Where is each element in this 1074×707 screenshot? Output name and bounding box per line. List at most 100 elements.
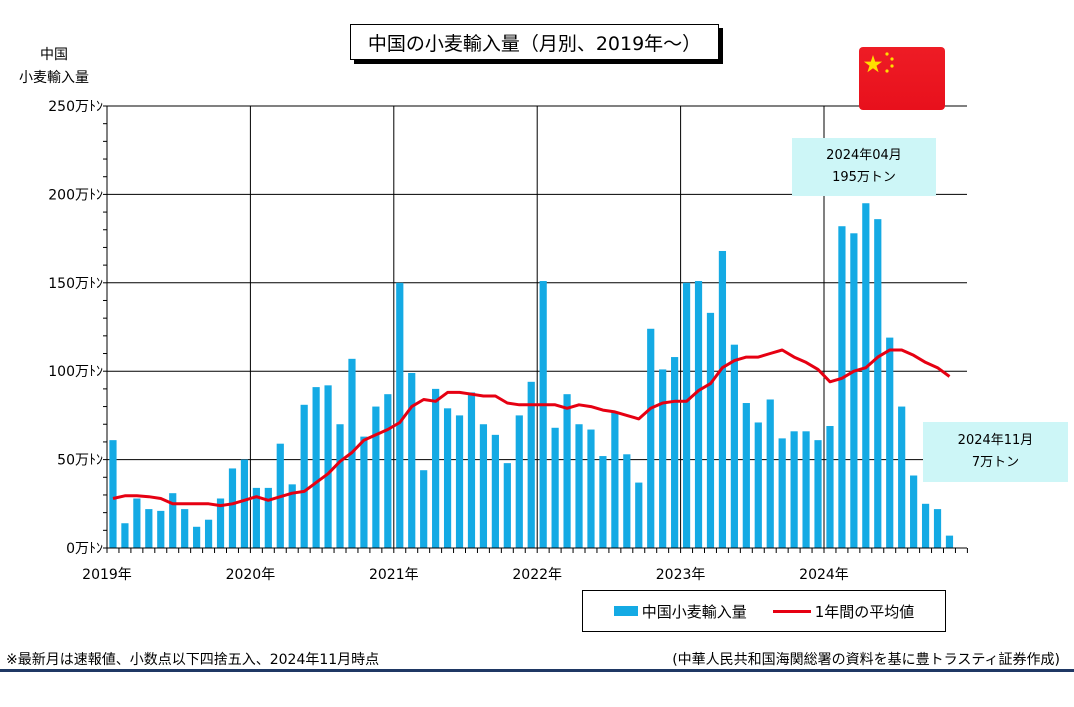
bar — [264, 487, 272, 548]
bar — [587, 429, 595, 548]
bar — [527, 381, 535, 548]
peak-callout: 2024年04月 195万トン — [792, 138, 936, 196]
bar — [360, 436, 368, 548]
bar — [204, 519, 213, 548]
legend-bar-swatch — [613, 606, 638, 616]
bar — [671, 357, 679, 548]
y-tick-label: 100万ﾄﾝ — [48, 364, 103, 380]
bar — [850, 233, 858, 548]
bar — [503, 463, 511, 548]
china-flag-icon — [859, 47, 945, 110]
bar — [133, 498, 141, 548]
bar — [216, 498, 225, 548]
bar — [396, 282, 404, 548]
bar — [754, 422, 762, 548]
bar — [432, 388, 440, 548]
chart-title: 中国の小麦輸入量（月別、2019年～） — [350, 24, 719, 60]
bar — [659, 369, 667, 548]
bar — [384, 394, 392, 548]
bar — [886, 337, 894, 548]
bar — [312, 387, 320, 548]
bar — [300, 404, 308, 548]
latest-callout-value: 7万トン — [971, 455, 1020, 470]
bar — [910, 475, 918, 548]
bar — [623, 454, 631, 548]
peak-callout-value: 195万トン — [832, 170, 896, 185]
x-tick-label: 2022年 — [512, 567, 562, 583]
bar — [372, 406, 380, 548]
bar — [252, 487, 260, 548]
bar — [599, 456, 607, 548]
bar — [324, 385, 332, 548]
y-tick-label: 250万ﾄﾝ — [48, 99, 103, 115]
y-axis-label: 中国 小麦輸入量 — [8, 44, 100, 90]
bar — [766, 399, 774, 548]
bar — [563, 394, 571, 548]
bar — [778, 438, 786, 548]
average-line — [112, 348, 951, 508]
bar — [933, 509, 942, 548]
x-tick-label: 2021年 — [369, 567, 419, 583]
bar — [718, 250, 727, 548]
y-tick-label: 0万ﾄﾝ — [66, 541, 103, 557]
bar — [874, 219, 882, 549]
bar — [240, 459, 249, 548]
footer-rule — [0, 669, 1074, 672]
legend-line-label: 1年間の平均値 — [814, 602, 915, 621]
bar — [814, 440, 822, 548]
bar — [921, 503, 930, 548]
bar — [455, 415, 464, 548]
legend-line-swatch — [772, 609, 811, 613]
bar — [898, 406, 906, 548]
bar — [706, 312, 715, 548]
bar — [802, 431, 810, 548]
x-tick-label: 2019年 — [82, 567, 132, 583]
x-tick-label: 2020年 — [226, 567, 276, 583]
y-axis-label-line-2: 小麦輸入量 — [19, 70, 89, 86]
bar — [336, 424, 344, 548]
bar — [169, 493, 177, 548]
bar — [838, 226, 846, 548]
bar — [181, 509, 189, 548]
x-tick-label: 2024年 — [799, 567, 849, 583]
bar — [467, 392, 476, 548]
y-tick-label: 150万ﾄﾝ — [48, 276, 103, 292]
bar — [479, 424, 488, 548]
latest-callout-date: 2024年11月 — [957, 433, 1034, 448]
y-tick-label: 50万ﾄﾝ — [57, 453, 103, 469]
footnote: ※最新月は速報値、小数点以下四捨五入、2024年11月時点 — [6, 652, 380, 668]
latest-callout: 2024年11月 7万トン — [923, 422, 1068, 482]
bar — [635, 482, 643, 548]
source-note: (中華人民共和国海関総署の資料を基に豊トラスティ証券作成) — [672, 652, 1060, 668]
legend-bar-label: 中国小麦輸入量 — [641, 602, 747, 621]
bar — [228, 468, 237, 548]
bar — [682, 282, 691, 548]
bar — [157, 510, 165, 548]
y-axis-label-line-1: 中国 — [40, 47, 68, 63]
bar — [288, 484, 296, 548]
bar — [790, 431, 798, 548]
peak-callout-date: 2024年04月 — [826, 148, 902, 163]
bar — [193, 526, 201, 548]
bar — [515, 415, 523, 548]
bar — [443, 408, 452, 548]
bar — [742, 403, 750, 548]
bar — [491, 434, 499, 548]
bar — [551, 427, 559, 548]
bar — [611, 411, 619, 548]
y-tick-label: 200万ﾄﾝ — [48, 187, 103, 203]
bar — [109, 440, 117, 548]
bar — [862, 203, 870, 549]
bar — [945, 535, 954, 548]
bar — [121, 523, 129, 548]
bar — [420, 470, 428, 548]
chart-legend: 中国小麦輸入量 1年間の平均値 — [582, 590, 946, 632]
bar — [826, 426, 834, 548]
x-tick-label: 2023年 — [656, 567, 706, 583]
bar — [694, 281, 703, 548]
bar — [575, 424, 583, 548]
bar — [539, 281, 547, 548]
bar — [145, 509, 153, 548]
bar — [730, 344, 738, 548]
bar — [647, 328, 655, 548]
